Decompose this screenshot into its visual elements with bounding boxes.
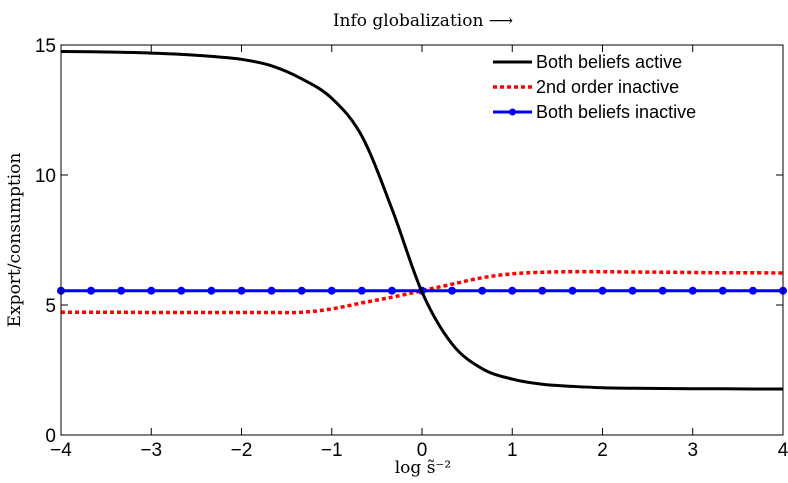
- x-axis-label: log s̃⁻²: [395, 458, 451, 478]
- data-point: [387, 286, 396, 295]
- x-tick-label: 3: [687, 440, 698, 461]
- legend-entry: Both beliefs active: [493, 52, 682, 72]
- x-tick-label: −4: [50, 440, 72, 461]
- x-tick-label: 0: [417, 440, 428, 461]
- data-point: [658, 286, 667, 295]
- y-tick-label: 5: [45, 296, 56, 317]
- x-tick-label: 1: [507, 440, 518, 461]
- x-tick-label: 4: [778, 440, 788, 461]
- data-point: [237, 286, 246, 295]
- legend-marker: [509, 108, 516, 116]
- data-point: [177, 286, 186, 295]
- data-point: [87, 286, 96, 295]
- legend: Both beliefs active 2nd order inactive Bot…: [493, 52, 696, 122]
- data-point: [598, 286, 607, 295]
- series-line: [60, 50, 783, 391]
- y-tick-label: 0: [45, 426, 56, 447]
- legend-label: 2nd order inactive: [536, 77, 679, 97]
- data-point: [357, 286, 366, 295]
- chart-title: Info globalization ⟶: [333, 11, 513, 31]
- data-point: [327, 286, 336, 295]
- y-tick-label: 15: [35, 36, 56, 57]
- series-line: [61, 269, 784, 315]
- data-point: [568, 286, 577, 295]
- legend-label: Both beliefs inactive: [536, 102, 696, 122]
- data-point: [718, 286, 727, 295]
- data-point: [117, 286, 126, 295]
- data-point: [297, 286, 306, 295]
- y-tick-label: 10: [35, 166, 56, 187]
- y-tick-labels: 0 5 10 15: [35, 36, 56, 447]
- x-tick-label: 2: [597, 440, 608, 461]
- series-both-beliefs-active: [60, 50, 783, 391]
- data-point: [267, 286, 276, 295]
- x-tick-label: −1: [321, 440, 343, 461]
- legend-entry: 2nd order inactive: [493, 77, 679, 97]
- series-layer: [57, 50, 787, 391]
- x-tick-label: −3: [140, 440, 162, 461]
- y-axis-label: Export/consumption: [5, 153, 25, 328]
- data-point: [207, 286, 216, 295]
- data-point: [448, 286, 457, 295]
- series-2nd-order-inactive: [61, 269, 784, 315]
- data-point: [748, 286, 757, 295]
- legend-entry: Both beliefs inactive: [493, 102, 696, 122]
- plot-area: [61, 45, 783, 435]
- data-point: [147, 286, 156, 295]
- plot-frame: [60, 44, 784, 436]
- data-point: [688, 286, 697, 295]
- data-point: [628, 286, 637, 295]
- legend-label: Both beliefs active: [536, 52, 682, 72]
- data-point: [478, 286, 487, 295]
- data-point: [538, 286, 547, 295]
- data-point: [508, 286, 517, 295]
- x-tick-labels: −4 −3 −2 −1 0 1 2 3 4: [50, 440, 788, 461]
- x-tick-label: −2: [231, 440, 253, 461]
